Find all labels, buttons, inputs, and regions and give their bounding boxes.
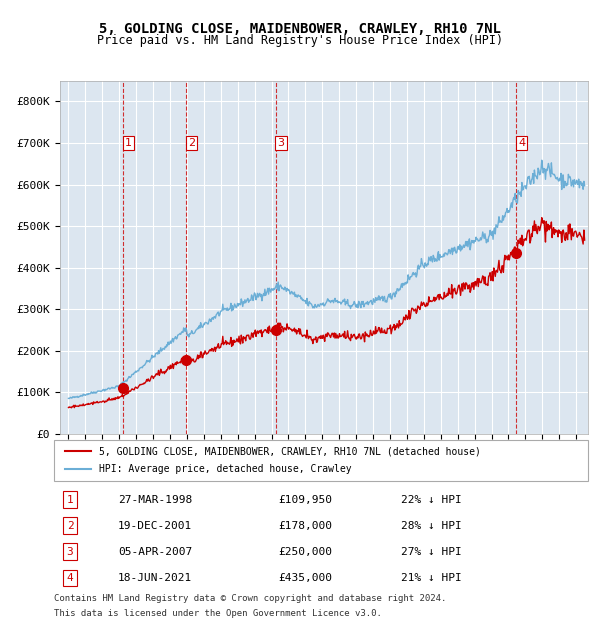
Text: 5, GOLDING CLOSE, MAIDENBOWER, CRAWLEY, RH10 7NL: 5, GOLDING CLOSE, MAIDENBOWER, CRAWLEY, … [99, 22, 501, 36]
Text: 05-APR-2007: 05-APR-2007 [118, 547, 193, 557]
Text: 2: 2 [67, 521, 73, 531]
Text: £109,950: £109,950 [278, 495, 332, 505]
Text: 1: 1 [67, 495, 73, 505]
Text: 1: 1 [125, 138, 132, 148]
Text: 2: 2 [188, 138, 195, 148]
Text: 3: 3 [278, 138, 284, 148]
Text: This data is licensed under the Open Government Licence v3.0.: This data is licensed under the Open Gov… [54, 609, 382, 619]
Text: 21% ↓ HPI: 21% ↓ HPI [401, 573, 462, 583]
Text: Contains HM Land Registry data © Crown copyright and database right 2024.: Contains HM Land Registry data © Crown c… [54, 594, 446, 603]
Text: £250,000: £250,000 [278, 547, 332, 557]
Text: 28% ↓ HPI: 28% ↓ HPI [401, 521, 462, 531]
Text: 5, GOLDING CLOSE, MAIDENBOWER, CRAWLEY, RH10 7NL (detached house): 5, GOLDING CLOSE, MAIDENBOWER, CRAWLEY, … [100, 446, 481, 456]
Text: 4: 4 [518, 138, 525, 148]
Text: 3: 3 [67, 547, 73, 557]
Text: HPI: Average price, detached house, Crawley: HPI: Average price, detached house, Craw… [100, 464, 352, 474]
Text: £435,000: £435,000 [278, 573, 332, 583]
Text: 18-JUN-2021: 18-JUN-2021 [118, 573, 193, 583]
Text: 27-MAR-1998: 27-MAR-1998 [118, 495, 193, 505]
FancyBboxPatch shape [54, 440, 588, 480]
Text: £178,000: £178,000 [278, 521, 332, 531]
Text: 4: 4 [67, 573, 73, 583]
Text: 19-DEC-2001: 19-DEC-2001 [118, 521, 193, 531]
Text: 27% ↓ HPI: 27% ↓ HPI [401, 547, 462, 557]
Text: Price paid vs. HM Land Registry's House Price Index (HPI): Price paid vs. HM Land Registry's House … [97, 34, 503, 47]
Text: 22% ↓ HPI: 22% ↓ HPI [401, 495, 462, 505]
